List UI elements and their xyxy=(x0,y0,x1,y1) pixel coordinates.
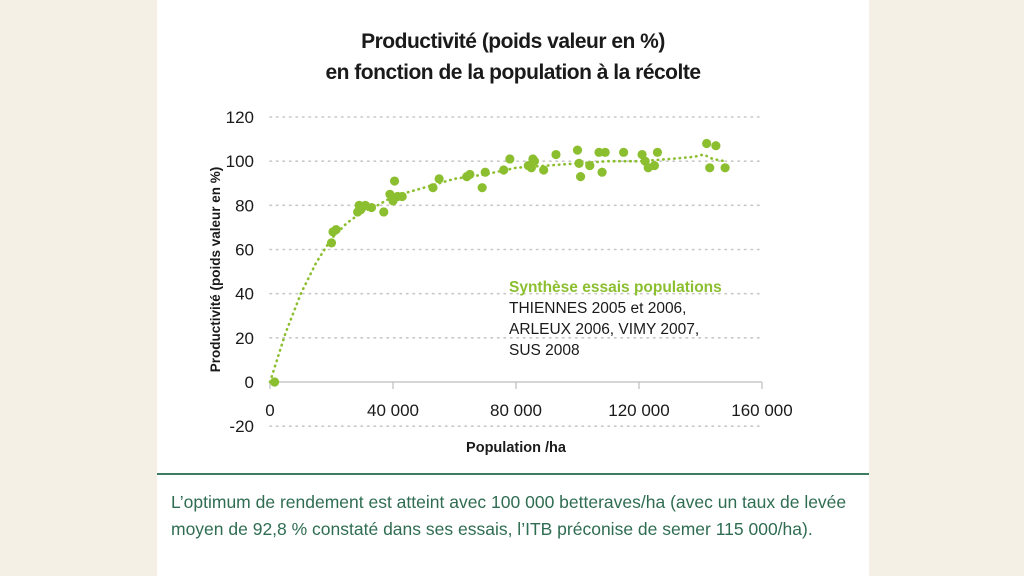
legend-line: ARLEUX 2006, VIMY 2007, xyxy=(509,321,700,338)
chart-title-line-2: en fonction de la population à la récolt… xyxy=(325,61,701,84)
data-point xyxy=(465,169,475,180)
data-point xyxy=(434,174,444,184)
data-point xyxy=(539,165,549,175)
x-tick-label: 160 000 xyxy=(731,401,792,420)
data-point xyxy=(529,156,540,166)
chart-title: Productivité (poids valeur en %) en fonc… xyxy=(157,26,869,88)
data-point xyxy=(428,183,438,193)
trend-line xyxy=(268,153,727,384)
y-tick-label: 120 xyxy=(226,108,254,127)
data-point xyxy=(389,176,400,186)
data-point xyxy=(326,238,337,248)
data-point xyxy=(575,172,586,182)
data-point xyxy=(619,147,629,157)
y-tick-label: 40 xyxy=(235,285,254,304)
scatter-chart: -20 0 20 40 60 80 100 120 0 40 000 80 000 120 000 16… xyxy=(208,108,793,456)
data-point xyxy=(652,147,663,157)
chart-title-line-1: Productivité (poids valeur en %) xyxy=(361,30,665,53)
data-point xyxy=(585,160,595,171)
data-point xyxy=(331,225,341,235)
figure-card: -20 0 20 40 60 80 100 120 0 40 000 80 000 120 000 16… xyxy=(157,0,869,576)
x-axis-label: Population /ha xyxy=(466,440,567,456)
data-point xyxy=(574,158,584,168)
data-point xyxy=(551,149,561,160)
data-point xyxy=(572,145,583,155)
y-tick-label: 0 xyxy=(245,373,254,392)
y-tick-label: 60 xyxy=(235,241,254,260)
data-point xyxy=(720,163,730,173)
x-tick-label: 120 000 xyxy=(608,401,669,420)
data-point xyxy=(270,377,280,387)
data-point xyxy=(397,191,407,202)
data-point xyxy=(366,202,377,213)
y-tick-label: 20 xyxy=(235,329,254,348)
legend: Synthèse essais populations THIENNES 200… xyxy=(509,277,722,361)
y-tick-label: -20 xyxy=(229,417,254,436)
x-tick-label: 80 000 xyxy=(490,401,542,420)
data-point xyxy=(477,183,487,193)
data-point xyxy=(702,138,712,149)
legend-line: SUS 2008 xyxy=(509,342,580,359)
data-point xyxy=(597,167,607,177)
data-point xyxy=(711,141,721,151)
data-point xyxy=(649,160,659,171)
caption-divider xyxy=(157,473,869,475)
legend-line: THIENNES 2005 et 2006, xyxy=(509,300,687,317)
data-point xyxy=(600,147,610,157)
y-axis-label: Productivité (poids valeur en %) xyxy=(208,167,223,373)
data-point xyxy=(379,207,389,217)
x-tick-label: 0 xyxy=(265,401,274,420)
data-point xyxy=(705,163,715,173)
y-tick-label: 80 xyxy=(235,196,254,215)
x-tick-label: 40 000 xyxy=(367,401,419,420)
data-point xyxy=(353,207,363,217)
data-point xyxy=(480,167,490,177)
data-point xyxy=(505,154,515,164)
data-point xyxy=(499,165,509,175)
y-tick-label: 100 xyxy=(226,152,254,171)
legend-title: Synthèse essais populations xyxy=(509,279,722,296)
caption-text: L’optimum de rendement est atteint avec … xyxy=(171,492,847,539)
